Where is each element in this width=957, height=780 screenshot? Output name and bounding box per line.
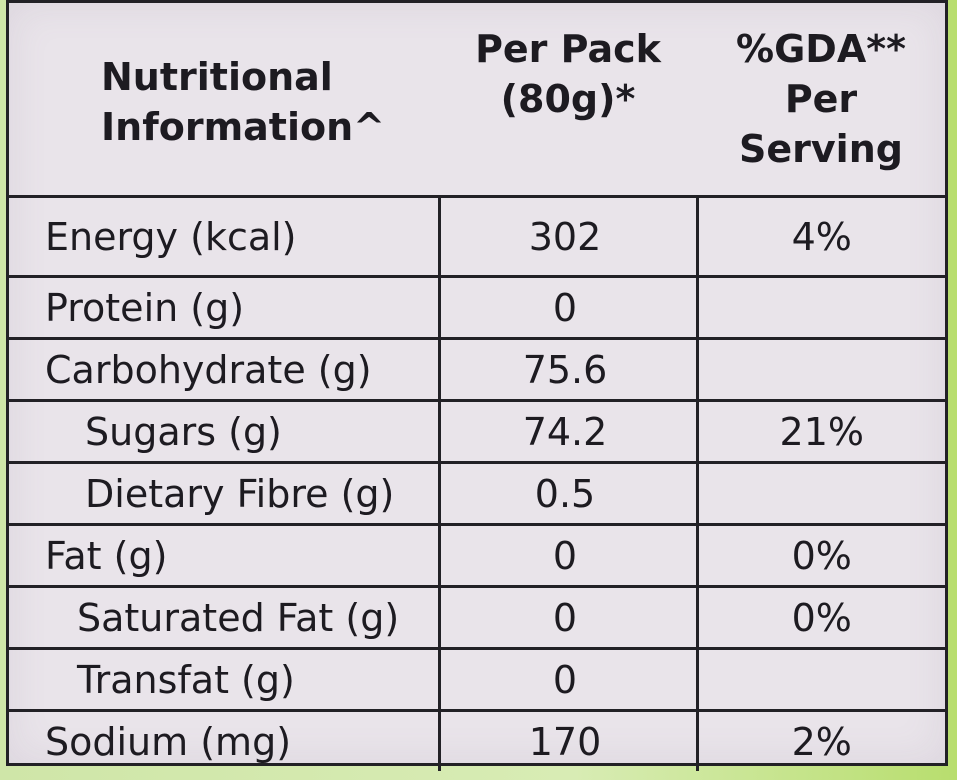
header-col2-line2: (80g)* (500, 77, 636, 121)
header-col3-line3: Serving (739, 127, 903, 171)
row-per-pack-value: 302 (437, 196, 697, 277)
row-gda-value: 0% (695, 523, 945, 587)
row-gda-value (695, 337, 945, 401)
row-per-pack-value: 0 (437, 647, 697, 711)
table-row-carbohydrate: Carbohydrate (g) 75.6 (9, 337, 945, 401)
row-per-pack-value: 0 (437, 523, 697, 587)
row-per-pack-value: 170 (437, 709, 697, 771)
table-row-saturated-fat: Saturated Fat (g) 0 0% (9, 585, 945, 649)
header-per-pack: Per Pack (80g)* (439, 3, 697, 198)
header-gda-per-serving: %GDA** Per Serving (697, 3, 945, 198)
row-per-pack-value: 0 (437, 585, 697, 649)
row-label: Sugars (g) (9, 399, 439, 463)
header-col3-line1: %GDA** (736, 27, 906, 71)
table-row-transfat: Transfat (g) 0 (9, 647, 945, 711)
row-gda-value: 21% (695, 399, 945, 463)
header-col2-spacer (439, 124, 697, 174)
row-per-pack-value: 75.6 (437, 337, 697, 401)
row-gda-value (695, 275, 945, 339)
nutrition-label-panel: Nutritional Information^ Per Pack (80g)*… (6, 0, 948, 771)
row-per-pack-value: 0 (437, 275, 697, 339)
row-label: Sodium (mg) (9, 709, 439, 771)
row-gda-value (695, 461, 945, 525)
header-col1-line2: Information^ (101, 105, 385, 149)
row-gda-value: 0% (695, 585, 945, 649)
table-row-fat: Fat (g) 0 0% (9, 523, 945, 587)
row-label: Fat (g) (9, 523, 439, 587)
row-label: Transfat (g) (9, 647, 439, 711)
row-per-pack-value: 74.2 (437, 399, 697, 463)
table-row-sodium: Sodium (mg) 170 2% (9, 709, 945, 771)
header-col1-line1: Nutritional (101, 55, 333, 99)
row-gda-value: 2% (695, 709, 945, 771)
table-row-protein: Protein (g) 0 (9, 275, 945, 339)
row-label: Dietary Fibre (g) (9, 461, 439, 525)
row-label: Saturated Fat (g) (9, 585, 439, 649)
row-label: Carbohydrate (g) (9, 337, 439, 401)
table-header-row: Nutritional Information^ Per Pack (80g)*… (9, 3, 945, 198)
row-label: Protein (g) (9, 275, 439, 339)
header-col2-line1: Per Pack (475, 27, 661, 71)
row-per-pack-value: 0.5 (437, 461, 697, 525)
row-gda-value: 4% (695, 196, 945, 277)
nutrition-table: Nutritional Information^ Per Pack (80g)*… (9, 3, 945, 771)
table-row-sugars: Sugars (g) 74.2 21% (9, 399, 945, 463)
header-nutritional-information: Nutritional Information^ (9, 3, 439, 198)
table-row-energy: Energy (kcal) 302 4% (9, 196, 945, 277)
header-col3-line2: Per (784, 77, 858, 121)
row-label: Energy (kcal) (45, 214, 297, 259)
table-row-dietary-fibre: Dietary Fibre (g) 0.5 (9, 461, 945, 525)
row-gda-value (695, 647, 945, 711)
